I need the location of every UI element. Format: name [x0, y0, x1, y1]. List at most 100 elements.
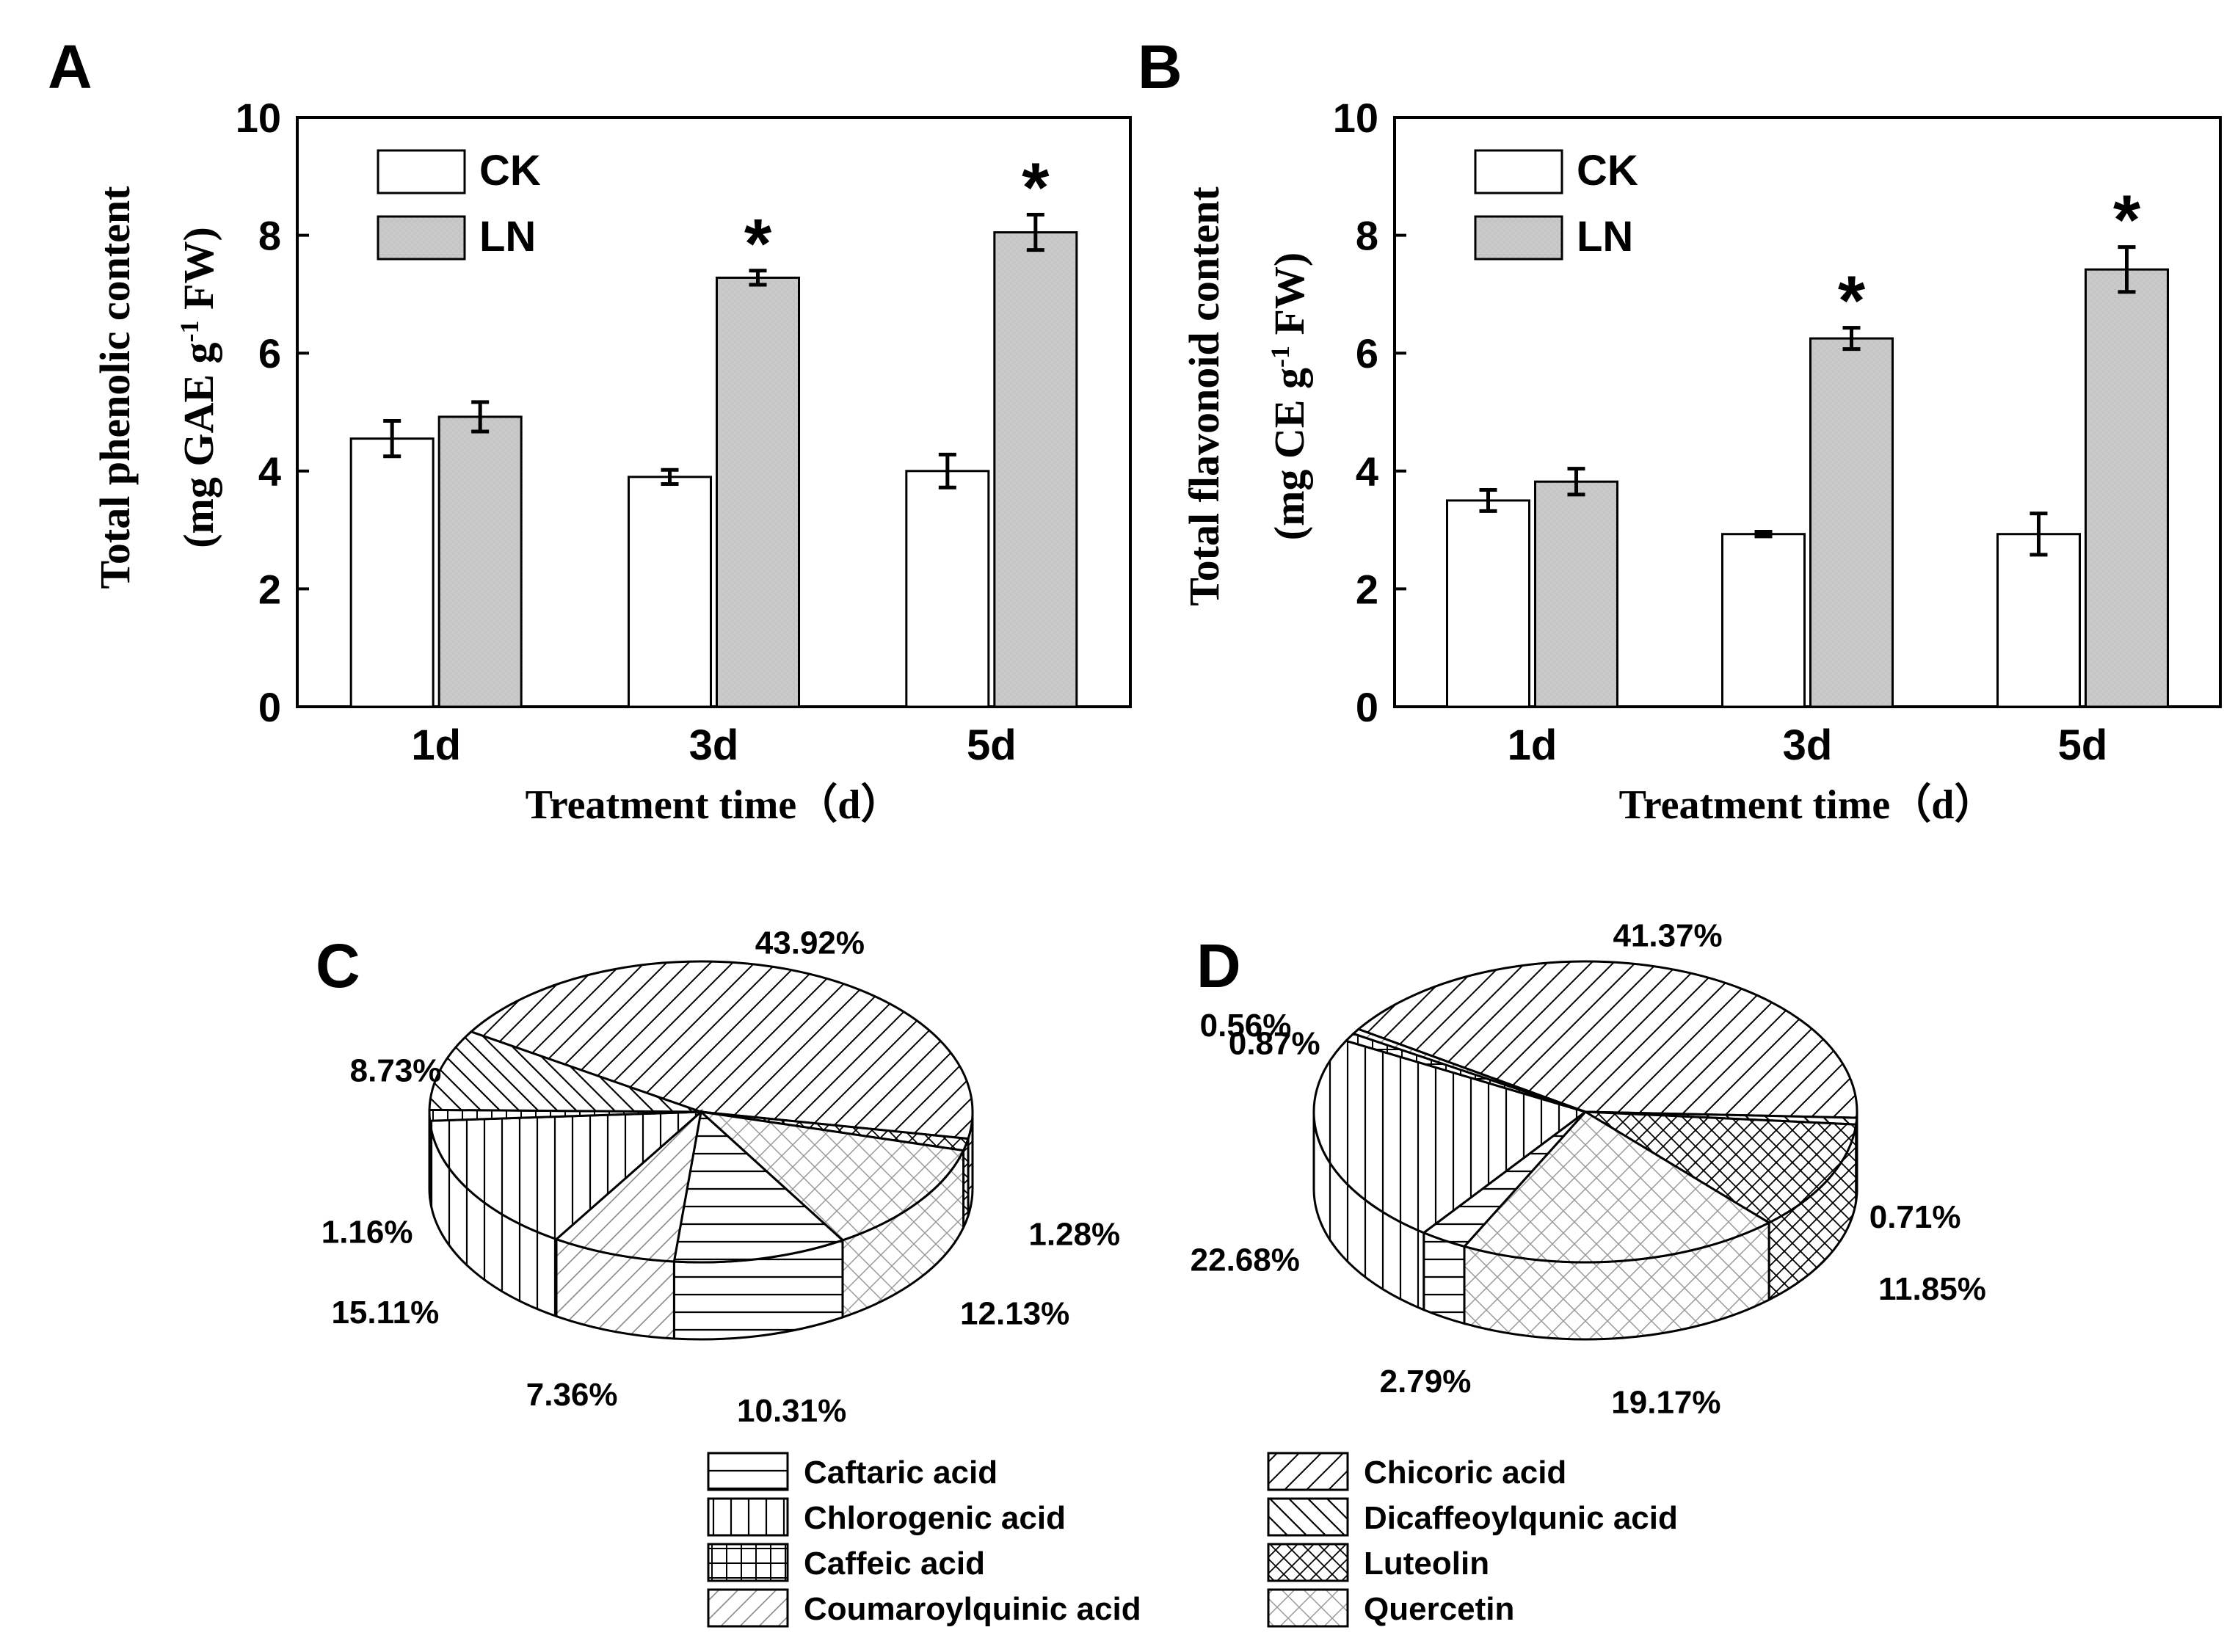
error-bar — [1842, 326, 1861, 352]
y-tick-label: 6 — [1356, 330, 1378, 376]
pie-slice-luteolin — [1585, 1110, 1858, 1224]
pie-side-walls — [428, 1111, 974, 1341]
panel-letter-a: A — [48, 32, 92, 101]
x-tick-label: 3d — [1783, 721, 1833, 769]
bar-ck-1d — [349, 437, 435, 708]
panel-a-legend: CK LN — [377, 147, 541, 261]
panel-letter-c: C — [316, 931, 360, 1000]
legend-ck-label: CK — [479, 147, 541, 194]
significance-asterisk: * — [744, 205, 772, 283]
pie-top-faces — [428, 960, 974, 1264]
panel-b-plot-frame — [1393, 116, 2222, 708]
error-bar — [1479, 487, 1497, 513]
bar-ck-5d — [905, 470, 990, 708]
y-tick-label: 4 — [258, 448, 281, 495]
pie-label-caffeic-acid: 1.16% — [321, 1215, 413, 1251]
legend-label: Chicoric acid — [1364, 1455, 1566, 1491]
pie-label-caftaric-acid: 2.79% — [1380, 1364, 1472, 1400]
bar-ck-3d — [628, 476, 712, 708]
y-tick-label: 10 — [236, 95, 281, 141]
pie-slice-dicaffeoylqunic-acid — [428, 1030, 702, 1113]
bar-ln-3d — [1809, 337, 1894, 708]
y-tick-label: 6 — [258, 330, 281, 376]
panel-a-bars: ** — [349, 148, 1078, 708]
y-tick-label: 2 — [258, 566, 281, 612]
panel-a-y-axis: 0 2 4 6 8 10 — [236, 95, 309, 730]
pie-label-dicaffeoylqunic-acid: 0.71% — [1869, 1199, 1961, 1235]
y-tick-label: 8 — [1356, 213, 1378, 259]
panel-a-x-axis: 1d 3d 5d — [411, 721, 1016, 769]
error-bar — [1026, 212, 1044, 252]
error-bar — [661, 467, 679, 486]
legend-ln-label: LN — [1577, 213, 1633, 261]
legend-swatch — [1267, 1588, 1349, 1628]
legend-item-chicoric-acid: Chicoric acid — [1267, 1452, 1566, 1491]
panel-a-y-axis-title-line2: (mg GAE g-1 FW) — [175, 227, 222, 548]
bar-ln-5d — [2085, 268, 2169, 708]
bar-ln-5d — [993, 231, 1078, 708]
pie-slice-chlorogenic-acid — [1312, 1039, 1588, 1234]
pie-label-caftaric-acid: 10.31% — [737, 1393, 846, 1429]
significance-asterisk: * — [1022, 148, 1050, 227]
legend-swatch — [707, 1452, 789, 1491]
legend-swatch — [707, 1543, 789, 1582]
pie-label-quercetin: 19.17% — [1611, 1385, 1720, 1421]
error-bar — [471, 400, 490, 434]
pie-label-quercetin: 12.13% — [960, 1296, 1069, 1332]
pie-legend: Caftaric acid Chlorogenic acid Caffeic aci… — [707, 1452, 1678, 1628]
pie-label-coumaroylquinic-acid: 0.56% — [1200, 1008, 1292, 1044]
error-bar — [938, 452, 956, 490]
legend-item-chlorogenic-acid: Chlorogenic acid — [707, 1497, 1066, 1537]
legend-ck-swatch — [377, 149, 466, 194]
legend-label: Caftaric acid — [804, 1455, 997, 1491]
y-tick-label: 0 — [258, 684, 281, 730]
legend-label: Chlorogenic acid — [804, 1500, 1066, 1536]
y-tick-label: 2 — [1356, 566, 1378, 612]
panel-d-pie-chart: D 41.37% 0.71% 11.85% 19.17% 2.79% 22.68% 0.87… — [1191, 918, 1986, 1421]
pie-slice-chicoric-acid — [468, 960, 974, 1140]
x-tick-label: 1d — [1508, 721, 1558, 769]
legend-item-caftaric-acid: Caftaric acid — [707, 1452, 997, 1491]
pie-slice-coumaroylquinic-acid — [554, 1109, 703, 1263]
panel-b-y-axis-title-line2: (mg CE g-1 FW) — [1265, 252, 1313, 540]
y-tick-label: 0 — [1356, 684, 1378, 730]
pie-label-luteolin: 1.28% — [1028, 1216, 1120, 1252]
pie-slice-caftaric-acid — [672, 1110, 845, 1264]
pie-label-coumaroylquinic-acid: 7.36% — [526, 1377, 618, 1413]
legend-swatch — [707, 1497, 789, 1537]
pie-slice-quercetin — [697, 1110, 965, 1242]
error-bar — [1567, 467, 1585, 497]
pie-slice-coumaroylquinic-acid — [1351, 1027, 1586, 1113]
panel-c-pie — [428, 960, 974, 1341]
x-tick-label: 5d — [2058, 721, 2108, 769]
legend-item-luteolin: Luteolin — [1267, 1543, 1489, 1582]
pie-label-chlorogenic-acid: 15.11% — [331, 1295, 439, 1331]
panel-a-x-axis-title: Treatment time（d） — [526, 782, 902, 828]
x-tick-label: 5d — [967, 721, 1017, 769]
significance-asterisk: * — [1838, 262, 1866, 341]
panel-b-y-axis: 0 2 4 6 8 10 — [1333, 95, 1406, 730]
legend-label: Luteolin — [1364, 1546, 1489, 1582]
pie-slice-quercetin — [1462, 1110, 1772, 1264]
significance-asterisk: * — [2113, 181, 2141, 260]
legend-ln-swatch — [377, 215, 466, 261]
panel-b-x-axis: 1d 3d 5d — [1508, 721, 2108, 769]
legend-item-coumaroylquinic-acid: Coumaroylquinic acid — [707, 1588, 1141, 1628]
legend-swatch — [1267, 1543, 1349, 1582]
pie-label-chicoric-acid: 41.37% — [1613, 918, 1722, 954]
panel-b-bars: ** — [1446, 181, 2169, 708]
legend-label: Dicaffeoylqunic acid — [1364, 1500, 1678, 1536]
panel-a-y-axis-title-line1: Total phenolic content — [91, 186, 139, 589]
x-tick-label: 3d — [689, 721, 739, 769]
pie-side-caftaric-acid — [1422, 1231, 1466, 1325]
legend-label: Quercetin — [1364, 1591, 1514, 1627]
bar-ln-1d — [1534, 480, 1618, 708]
error-bar — [2118, 245, 2136, 294]
error-bar — [749, 269, 767, 287]
pie-side-walls — [1312, 1111, 1858, 1341]
pie-top-faces — [1312, 960, 1858, 1264]
pie-label-dicaffeoylqunic-acid: 8.73% — [350, 1053, 442, 1089]
legend-ln-label: LN — [479, 213, 536, 261]
panel-b-legend: CK LN — [1474, 147, 1638, 261]
